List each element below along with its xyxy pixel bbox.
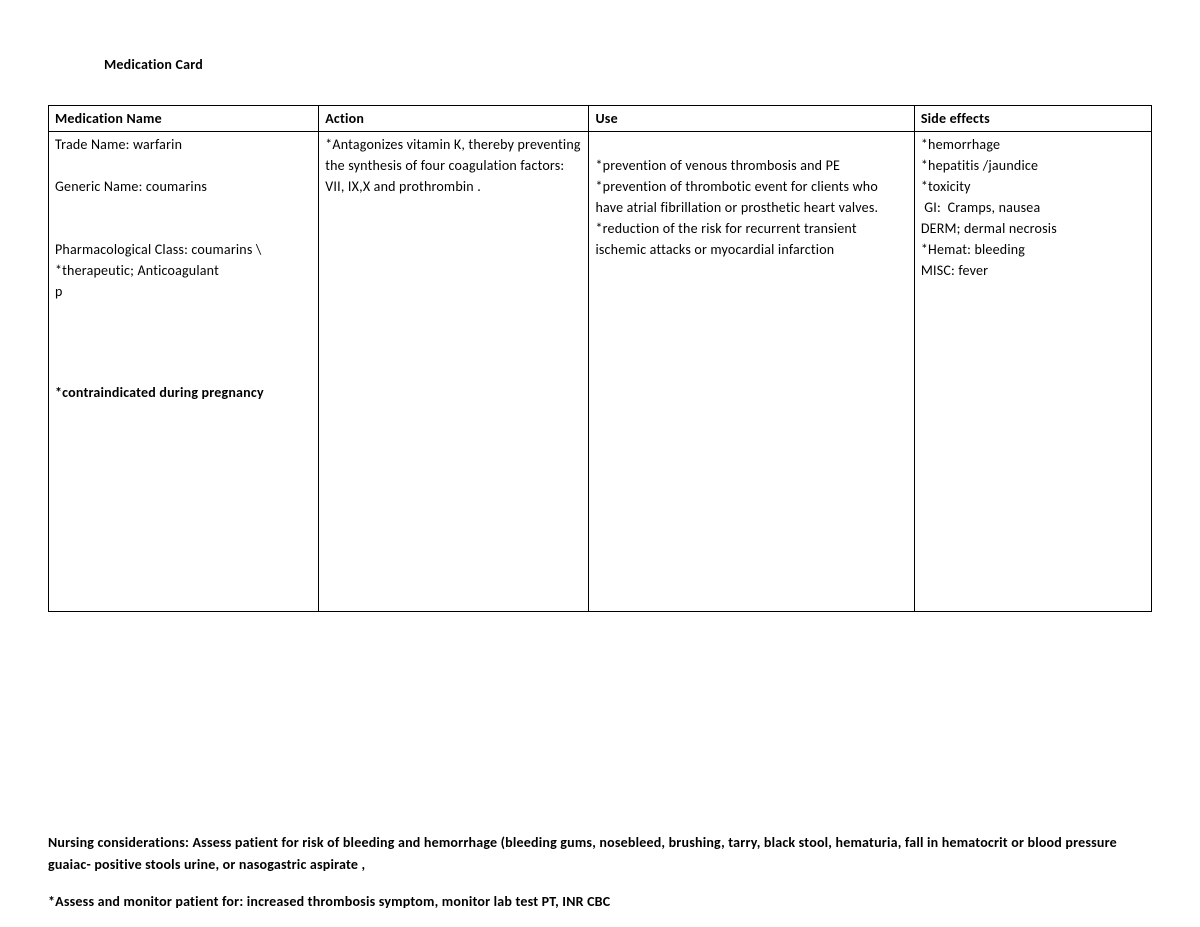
nursing-p1: Nursing considerations: Assess patient f…	[48, 832, 1152, 875]
header-medication-name: Medication Name	[49, 106, 319, 132]
generic-name: Generic Name: coumarins	[55, 176, 312, 197]
nursing-p2: *Assess and monitor patient for: increas…	[48, 891, 1152, 913]
side-effect-5: DERM; dermal necrosis	[921, 218, 1145, 239]
action-text: *Antagonizes vitamin K, thereby preventi…	[325, 134, 582, 197]
use-line-2: *prevention of thrombotic event for clie…	[595, 176, 907, 218]
document-title: Medication Card	[104, 56, 1152, 73]
header-side-effects: Side effects	[914, 106, 1151, 132]
nursing-considerations: Nursing considerations: Assess patient f…	[48, 832, 1152, 913]
side-effect-1: *hemorrhage	[921, 134, 1145, 155]
cell-action: *Antagonizes vitamin K, thereby preventi…	[319, 132, 589, 612]
medication-table: Medication Name Action Use Side effects …	[48, 105, 1152, 612]
p-text: p	[55, 281, 312, 302]
table-body-row: Trade Name: warfarin Generic Name: couma…	[49, 132, 1152, 612]
header-use: Use	[589, 106, 914, 132]
cell-medication-name: Trade Name: warfarin Generic Name: couma…	[49, 132, 319, 612]
side-effect-7: MISC: fever	[921, 260, 1145, 281]
use-line-3: *reduction of the risk for recurrent tra…	[595, 218, 907, 260]
side-effect-4: GI: Cramps, nausea	[921, 197, 1145, 218]
side-effect-2: *hepatitis /jaundice	[921, 155, 1145, 176]
side-effect-3: *toxicity	[921, 176, 1145, 197]
header-action: Action	[319, 106, 589, 132]
contraindication: *contraindicated during pregnancy	[55, 382, 312, 403]
table-header-row: Medication Name Action Use Side effects	[49, 106, 1152, 132]
cell-use: *prevention of venous thrombosis and PE …	[589, 132, 914, 612]
trade-name: Trade Name: warfarin	[55, 134, 312, 155]
pharm-class: Pharmacological Class: coumarins \	[55, 239, 312, 260]
therapeutic-class: *therapeutic; Anticoagulant	[55, 260, 312, 281]
cell-side-effects: *hemorrhage *hepatitis /jaundice *toxici…	[914, 132, 1151, 612]
side-effect-6: *Hemat: bleeding	[921, 239, 1145, 260]
use-line-1: *prevention of venous thrombosis and PE	[595, 155, 907, 176]
